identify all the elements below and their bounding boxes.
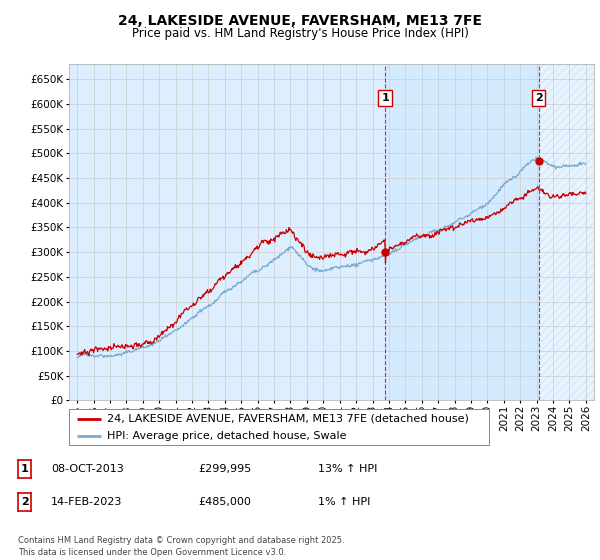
Text: Price paid vs. HM Land Registry's House Price Index (HPI): Price paid vs. HM Land Registry's House …	[131, 27, 469, 40]
Text: 13% ↑ HPI: 13% ↑ HPI	[318, 464, 377, 474]
Text: 24, LAKESIDE AVENUE, FAVERSHAM, ME13 7FE (detached house): 24, LAKESIDE AVENUE, FAVERSHAM, ME13 7FE…	[107, 414, 469, 424]
Bar	[539, 64, 594, 400]
Bar	[385, 64, 539, 400]
Text: 2: 2	[535, 93, 542, 103]
Text: 14-FEB-2023: 14-FEB-2023	[51, 497, 122, 507]
Text: 1: 1	[21, 464, 28, 474]
Text: Contains HM Land Registry data © Crown copyright and database right 2025.
This d: Contains HM Land Registry data © Crown c…	[18, 536, 344, 557]
Text: £485,000: £485,000	[198, 497, 251, 507]
Text: 08-OCT-2013: 08-OCT-2013	[51, 464, 124, 474]
Text: £299,995: £299,995	[198, 464, 251, 474]
Text: 1% ↑ HPI: 1% ↑ HPI	[318, 497, 370, 507]
Text: 2: 2	[21, 497, 28, 507]
Text: 1: 1	[381, 93, 389, 103]
Text: 24, LAKESIDE AVENUE, FAVERSHAM, ME13 7FE: 24, LAKESIDE AVENUE, FAVERSHAM, ME13 7FE	[118, 14, 482, 28]
Text: HPI: Average price, detached house, Swale: HPI: Average price, detached house, Swal…	[107, 431, 346, 441]
